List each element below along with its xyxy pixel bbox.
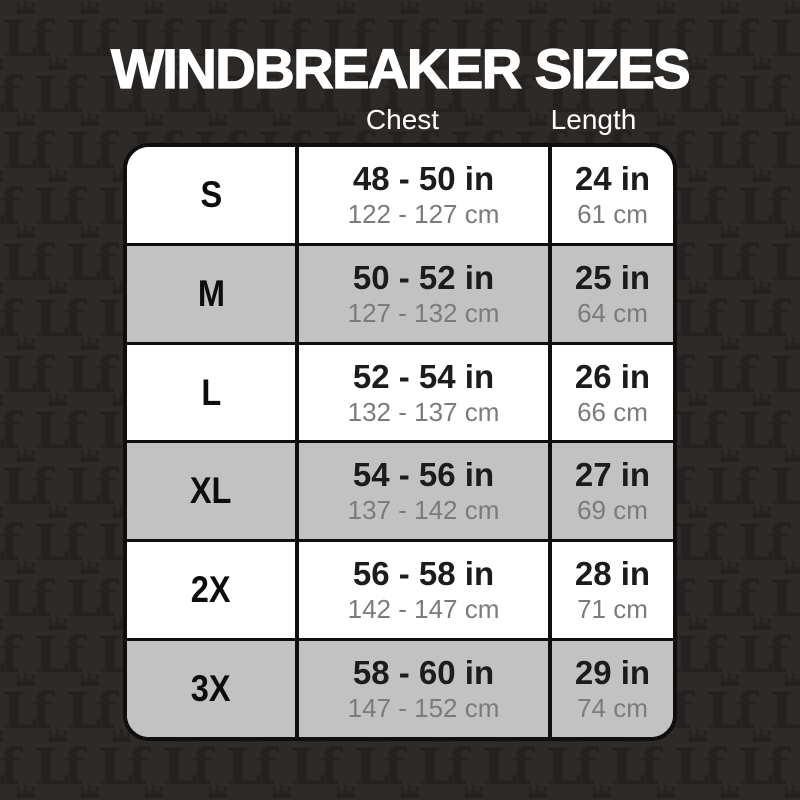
table-row: M 50 - 52 in 127 - 132 cm 25 in 64 cm (127, 242, 673, 342)
chest-cm-value: 127 - 132 cm (347, 297, 500, 328)
size-cell: XL (127, 443, 295, 539)
length-cm-value: 74 cm (577, 693, 648, 724)
size-label: 3X (191, 668, 231, 710)
length-cm-value: 69 cm (577, 495, 648, 526)
length-cell: 28 in 71 cm (548, 542, 673, 639)
size-label: M (197, 272, 225, 314)
length-inches-value: 29 in (574, 654, 651, 692)
column-header-length: Length (550, 104, 637, 135)
length-inches-value: 27 in (574, 456, 651, 494)
chest-cm-value: 137 - 142 cm (347, 495, 500, 526)
length-cell: 26 in 66 cm (548, 344, 673, 441)
size-label: S (200, 173, 222, 215)
length-cm-value: 61 cm (577, 198, 648, 229)
column-header-chest: Chest (365, 104, 440, 135)
length-cm-value: 71 cm (577, 594, 648, 625)
length-inches-value: 28 in (574, 555, 651, 593)
table-row: S 48 - 50 in 122 - 127 cm 24 in 61 cm (127, 147, 673, 243)
table-row: 3X 58 - 60 in 147 - 152 cm 29 in 74 cm (127, 638, 673, 737)
table-row: L 52 - 54 in 132 - 137 cm 26 in 66 cm (127, 341, 673, 441)
chest-inches-value: 58 - 60 in (352, 654, 495, 692)
chest-cell: 50 - 52 in 127 - 132 cm (295, 245, 548, 342)
size-cell: 2X (127, 542, 295, 638)
length-inches-value: 25 in (574, 258, 651, 296)
length-cell: 25 in 64 cm (548, 245, 673, 342)
table-header-row: Chest Length (123, 104, 677, 136)
chest-cm-value: 132 - 137 cm (347, 396, 500, 427)
size-label: 2X (191, 569, 231, 611)
length-cm-value: 66 cm (577, 396, 648, 427)
length-cell: 27 in 69 cm (548, 443, 673, 540)
length-cell: 24 in 61 cm (548, 147, 673, 243)
length-inches-value: 24 in (574, 160, 651, 197)
chest-inches-value: 54 - 56 in (352, 456, 495, 494)
chest-cell: 54 - 56 in 137 - 142 cm (295, 443, 548, 540)
size-cell: S (127, 147, 295, 243)
table-row: XL 54 - 56 in 137 - 142 cm 27 in 69 cm (127, 440, 673, 540)
table-row: 2X 56 - 58 in 142 - 147 cm 28 in 71 cm (127, 539, 673, 639)
chest-cell: 56 - 58 in 142 - 147 cm (295, 542, 548, 639)
column-header-size-spacer (104, 104, 276, 136)
length-inches-value: 26 in (574, 357, 651, 395)
chest-inches-value: 52 - 54 in (352, 357, 495, 395)
length-cell: 29 in 74 cm (548, 641, 673, 737)
chest-cm-value: 142 - 147 cm (347, 594, 500, 625)
size-table: S 48 - 50 in 122 - 127 cm 24 in 61 cm M … (123, 143, 677, 741)
chest-inches-value: 56 - 58 in (352, 555, 495, 593)
size-cell: L (127, 345, 295, 441)
chest-inches-value: 48 - 50 in (352, 160, 495, 197)
size-cell: M (127, 246, 295, 342)
length-cm-value: 64 cm (577, 297, 648, 328)
chest-cm-value: 147 - 152 cm (347, 693, 500, 724)
chest-cell: 48 - 50 in 122 - 127 cm (295, 147, 548, 243)
size-label: L (201, 371, 221, 413)
size-cell: 3X (127, 641, 295, 737)
chest-cm-value: 122 - 127 cm (347, 198, 500, 229)
chest-cell: 52 - 54 in 132 - 137 cm (295, 344, 548, 441)
chest-inches-value: 50 - 52 in (352, 258, 495, 296)
page-title: WINDBREAKER SIZES (110, 36, 691, 100)
size-label: XL (190, 470, 232, 512)
chest-cell: 58 - 60 in 147 - 152 cm (295, 641, 548, 737)
